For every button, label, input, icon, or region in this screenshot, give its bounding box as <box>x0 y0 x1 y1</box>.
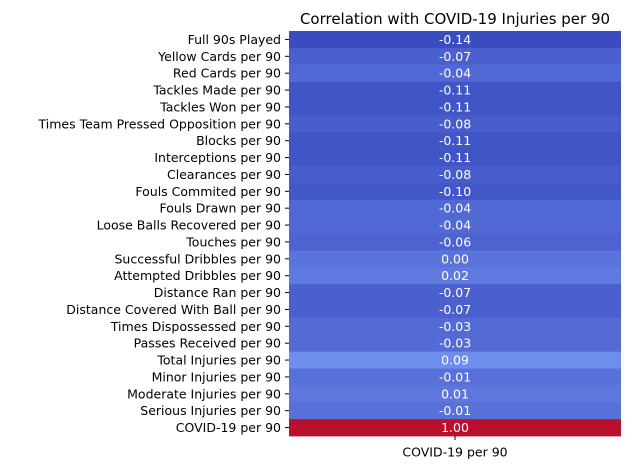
heatmap-cell <box>289 182 621 201</box>
cell-value-label: -0.11 <box>439 99 471 114</box>
cell-value-label: -0.11 <box>439 150 471 165</box>
y-tick-label: Total Injuries per 90 <box>156 353 281 368</box>
x-tick-label: COVID-19 per 90 <box>402 445 507 460</box>
cell-value-label: -0.04 <box>439 66 471 81</box>
heatmap-cell <box>289 31 621 49</box>
y-tick-label: Yellow Cards per 90 <box>157 49 281 64</box>
cell-value-label: -0.04 <box>439 201 471 216</box>
heatmap-cell <box>289 402 621 420</box>
cell-value-label: 0.09 <box>441 353 469 368</box>
cell-value-label: 0.01 <box>441 386 469 401</box>
y-tick-label: Times Dispossessed per 90 <box>110 319 281 334</box>
cell-value-label: 0.02 <box>441 268 469 283</box>
cell-value-label: -0.11 <box>439 83 471 98</box>
y-tick-label: Clearances per 90 <box>167 167 281 182</box>
cell-value-label: -0.03 <box>439 336 471 351</box>
heatmap-cell <box>289 317 621 336</box>
heatmap-cell <box>289 149 621 167</box>
heatmap-cell <box>289 216 621 234</box>
cell-value-label: 0.00 <box>441 251 469 266</box>
cell-value-label: -0.11 <box>439 133 471 148</box>
cell-value-label: -0.04 <box>439 218 471 233</box>
chart-title: Correlation with COVID-19 Injuries per 9… <box>300 10 610 28</box>
y-tick-label: Fouls Drawn per 90 <box>160 201 282 216</box>
y-tick-label: Red Cards per 90 <box>173 66 281 81</box>
heatmap-cell <box>289 47 621 66</box>
cell-value-label: -0.08 <box>439 116 471 131</box>
y-tick-labels: Full 90s Played Yellow Cards per 90 Red Ca… <box>38 32 289 435</box>
heatmap-cell <box>289 132 621 150</box>
y-tick-label: Successful Dribbles per 90 <box>115 251 282 266</box>
y-tick-label: COVID-19 per 90 <box>176 420 281 435</box>
cell-value-label: -0.07 <box>439 49 471 64</box>
heatmap-cell <box>289 199 621 218</box>
heatmap-cell <box>289 419 621 437</box>
y-tick-label: Loose Balls Recovered per 90 <box>97 218 281 233</box>
y-tick-label: Tackles Made per 90 <box>152 83 281 98</box>
heatmap-cell <box>289 284 621 302</box>
heatmap-cell <box>289 166 621 184</box>
cell-value-label: -0.08 <box>439 167 471 182</box>
cell-value-label: -0.03 <box>439 319 471 334</box>
cell-value-label: -0.01 <box>439 403 471 418</box>
heatmap-cell <box>289 385 621 403</box>
y-tick-label: Attempted Dribbles per 90 <box>114 268 281 283</box>
heatmap-cell <box>289 368 621 386</box>
cell-value-label: -0.10 <box>439 184 471 199</box>
heatmap-cell <box>289 64 621 83</box>
cell-value-label: -0.07 <box>439 302 471 317</box>
y-tick-label: Touches per 90 <box>185 234 281 249</box>
y-tick-label: Blocks per 90 <box>196 133 281 148</box>
cell-value-label: -0.01 <box>439 369 471 384</box>
y-tick-label: Serious Injuries per 90 <box>140 403 281 418</box>
heatmap-cell <box>289 250 621 268</box>
heatmap-cell <box>289 301 621 319</box>
y-tick-label: Distance Covered With Ball per 90 <box>66 302 281 317</box>
heatmap-cell <box>289 351 621 369</box>
heatmap-cell <box>289 81 621 99</box>
y-tick-label: Distance Ran per 90 <box>154 285 281 300</box>
y-tick-label: Times Team Pressed Opposition per 90 <box>38 116 282 131</box>
heatmap-cell <box>289 115 621 133</box>
y-tick-label: Passes Received per 90 <box>134 336 281 351</box>
y-tick-label: Tackles Won per 90 <box>159 99 281 114</box>
y-tick-label: Minor Injuries per 90 <box>152 369 281 384</box>
y-tick-label: Fouls Commited per 90 <box>135 184 281 199</box>
cell-value-label: -0.07 <box>439 285 471 300</box>
x-tick-labels: COVID-19 per 90 <box>402 436 508 460</box>
heatmap-cell <box>289 334 621 353</box>
heatmap-cell <box>289 233 621 251</box>
y-tick-label: Full 90s Played <box>188 32 281 47</box>
heatmap-cell <box>289 98 621 116</box>
y-tick-label: Moderate Injuries per 90 <box>127 386 281 401</box>
cell-value-label: -0.06 <box>439 234 471 249</box>
heatmap-cell <box>289 267 621 285</box>
y-tick-label: Interceptions per 90 <box>154 150 281 165</box>
heatmap-cells: -0.14-0.07-0.04-0.11-0.11-0.08-0.11-0.11… <box>289 31 621 437</box>
cell-value-label: -0.14 <box>439 32 471 47</box>
cell-value-label: 1.00 <box>441 420 469 435</box>
